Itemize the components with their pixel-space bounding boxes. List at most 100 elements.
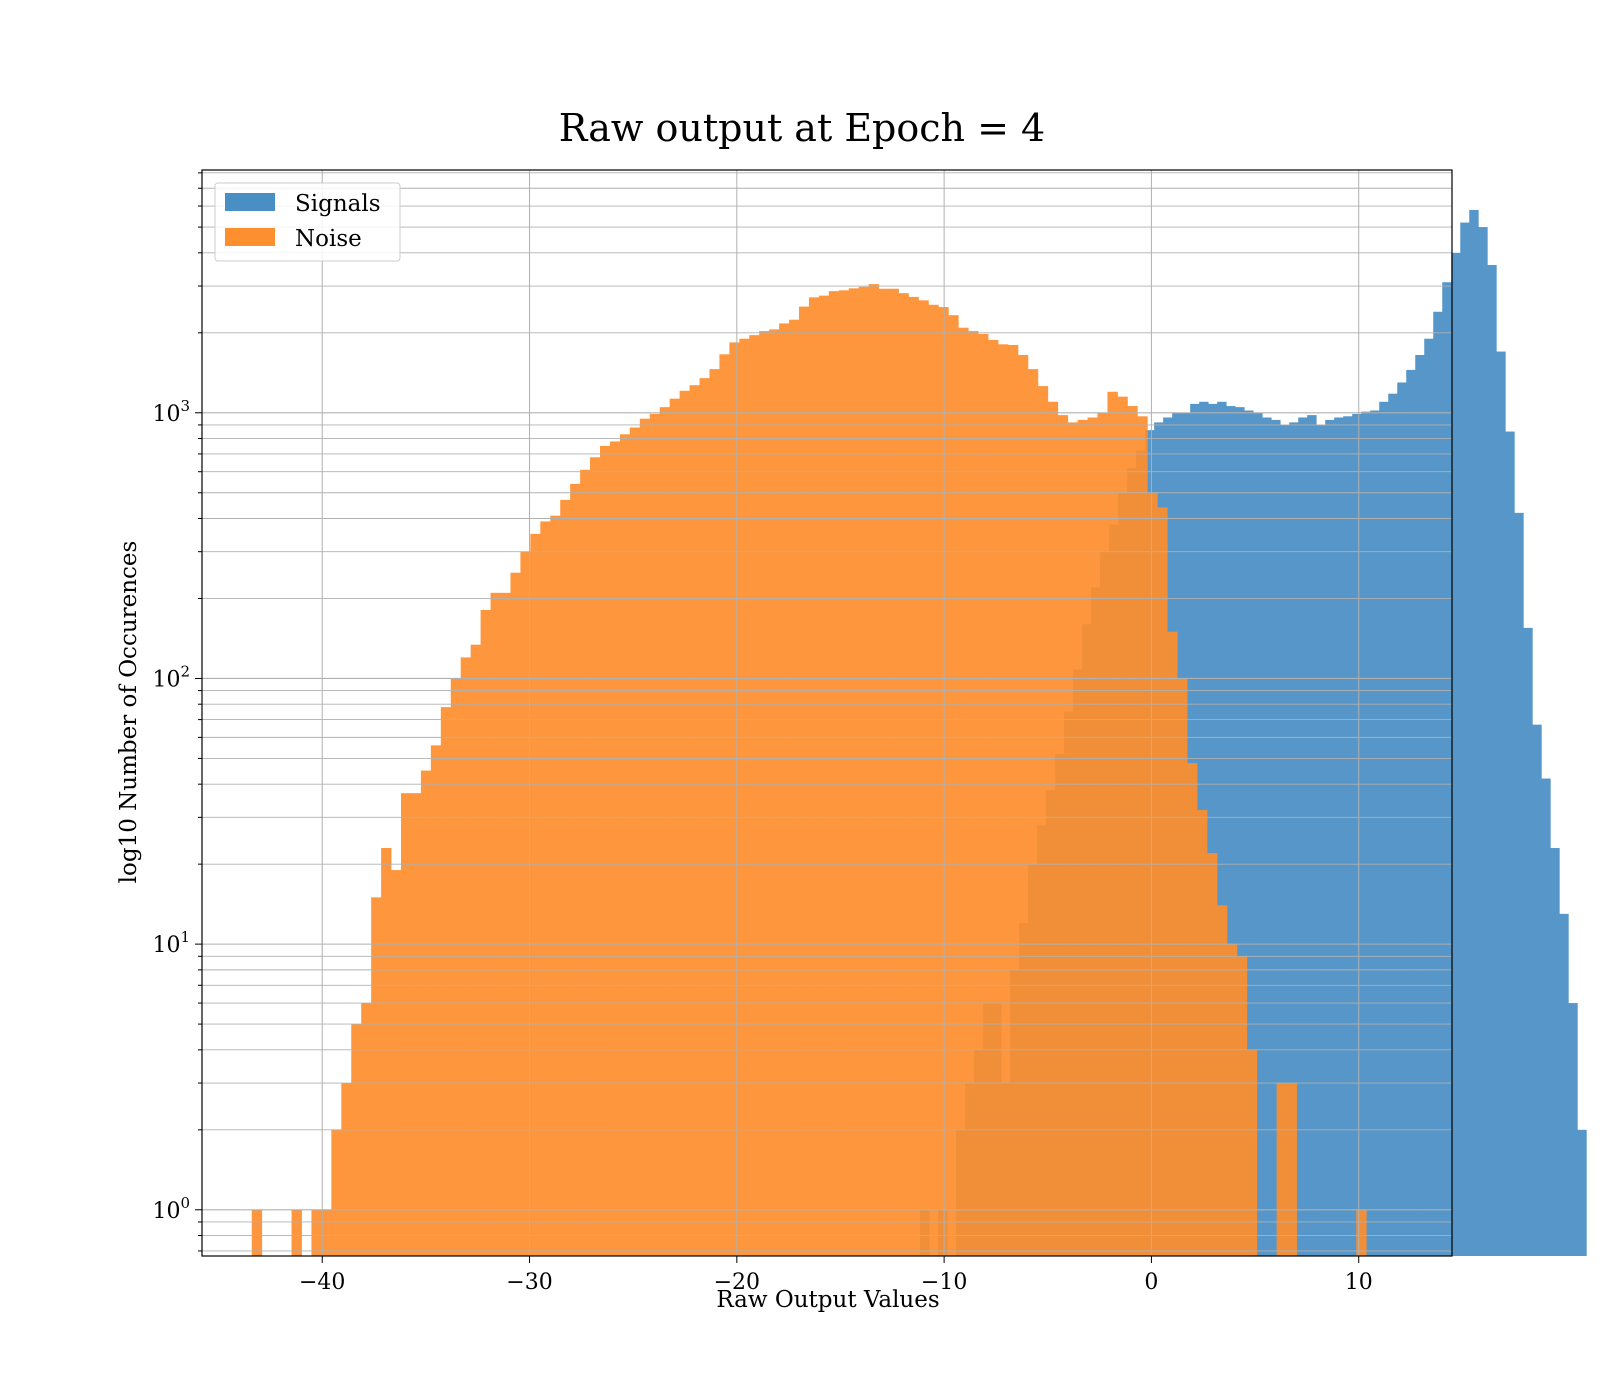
- bar: [1087, 417, 1098, 1256]
- bar: [1244, 410, 1254, 1256]
- bar: [1487, 264, 1497, 1257]
- bar: [420, 770, 432, 1256]
- bar: [1289, 422, 1299, 1256]
- chart-title: Raw output at Epoch = 4: [559, 106, 1045, 150]
- bar: [1550, 848, 1560, 1256]
- bar: [1027, 369, 1039, 1256]
- bar: [1298, 417, 1308, 1256]
- bar: [1107, 391, 1118, 1256]
- bar: [1077, 419, 1088, 1256]
- x-tick-label: −10: [921, 1270, 967, 1295]
- bar: [430, 745, 442, 1256]
- bar: [918, 300, 929, 1257]
- bar: [659, 407, 671, 1256]
- bar: [550, 515, 561, 1256]
- bar: [450, 678, 462, 1256]
- legend-swatch-noise: [225, 228, 275, 246]
- bar: [858, 286, 870, 1256]
- bar: [1127, 406, 1138, 1256]
- bar: [490, 592, 501, 1256]
- bar: [1197, 809, 1208, 1256]
- bar: [1469, 209, 1479, 1257]
- bar: [908, 296, 919, 1256]
- bar: [818, 295, 830, 1256]
- bar: [1097, 412, 1108, 1256]
- bar: [1067, 422, 1079, 1256]
- bar: [1352, 413, 1362, 1256]
- bar: [391, 870, 402, 1256]
- x-tick-label: −40: [299, 1270, 345, 1295]
- bar: [410, 793, 422, 1256]
- bar: [1217, 401, 1227, 1256]
- bar: [988, 339, 999, 1256]
- bar: [669, 398, 681, 1256]
- bar: [1523, 627, 1533, 1256]
- bars-layer: [251, 209, 1587, 1257]
- y-axis-label: log10 Number of Occurences: [116, 541, 142, 884]
- bar: [888, 288, 899, 1256]
- bar: [1235, 407, 1245, 1256]
- bar: [749, 335, 760, 1256]
- bar: [848, 288, 860, 1257]
- bar: [689, 385, 700, 1256]
- bar: [1037, 386, 1049, 1256]
- bar: [1157, 507, 1168, 1256]
- x-tick-label: 10: [1345, 1270, 1373, 1295]
- bar: [1271, 419, 1281, 1256]
- y-tick-label: 101: [152, 928, 190, 958]
- x-tick-label: −30: [506, 1270, 552, 1295]
- bar: [321, 1209, 332, 1256]
- bar: [1276, 1083, 1287, 1256]
- bar: [351, 1024, 362, 1256]
- bar: [500, 592, 511, 1256]
- y-tick-label: 102: [152, 662, 190, 692]
- bar: [968, 331, 979, 1257]
- bar: [1334, 417, 1344, 1256]
- bar: [828, 291, 840, 1256]
- bar: [799, 306, 810, 1257]
- bar: [1505, 431, 1515, 1256]
- bar: [590, 457, 601, 1256]
- bar: [381, 848, 392, 1256]
- bar: [311, 1209, 322, 1256]
- bar: [898, 293, 909, 1256]
- bar: [739, 338, 750, 1257]
- bar: [1206, 853, 1218, 1256]
- bar: [1246, 1049, 1258, 1256]
- y-tick-label: 103: [152, 397, 190, 427]
- bar: [1017, 355, 1029, 1256]
- ticks-layer: −40 −30 −20 −10 0 10 100 101 102 103: [152, 172, 1373, 1295]
- bar: [1478, 227, 1488, 1257]
- bar: [779, 323, 790, 1256]
- bar: [1415, 355, 1425, 1256]
- bar: [709, 369, 720, 1256]
- bar: [510, 572, 521, 1256]
- bar: [928, 304, 939, 1256]
- bar: [1187, 763, 1198, 1256]
- bar: [341, 1083, 352, 1256]
- bar: [978, 333, 989, 1257]
- y-tick-label: 100: [152, 1194, 190, 1224]
- bar: [1226, 944, 1238, 1256]
- bar: [1286, 1083, 1297, 1256]
- bar: [629, 427, 641, 1256]
- bar: [580, 469, 591, 1256]
- plot-frame: [201, 169, 1453, 1257]
- bar: [769, 329, 780, 1256]
- bar: [1325, 419, 1335, 1256]
- bar: [639, 418, 651, 1256]
- bar: [600, 445, 611, 1257]
- bar: [1460, 222, 1470, 1256]
- bar: [371, 897, 382, 1256]
- bar: [331, 1129, 342, 1256]
- bar: [1568, 1003, 1578, 1256]
- bar: [838, 290, 850, 1257]
- x-tick-label: 0: [1144, 1270, 1158, 1295]
- bar: [1208, 403, 1218, 1256]
- bar: [291, 1209, 302, 1256]
- bar: [789, 319, 800, 1257]
- bar: [1253, 412, 1263, 1256]
- bar: [540, 521, 551, 1256]
- bar: [530, 533, 541, 1256]
